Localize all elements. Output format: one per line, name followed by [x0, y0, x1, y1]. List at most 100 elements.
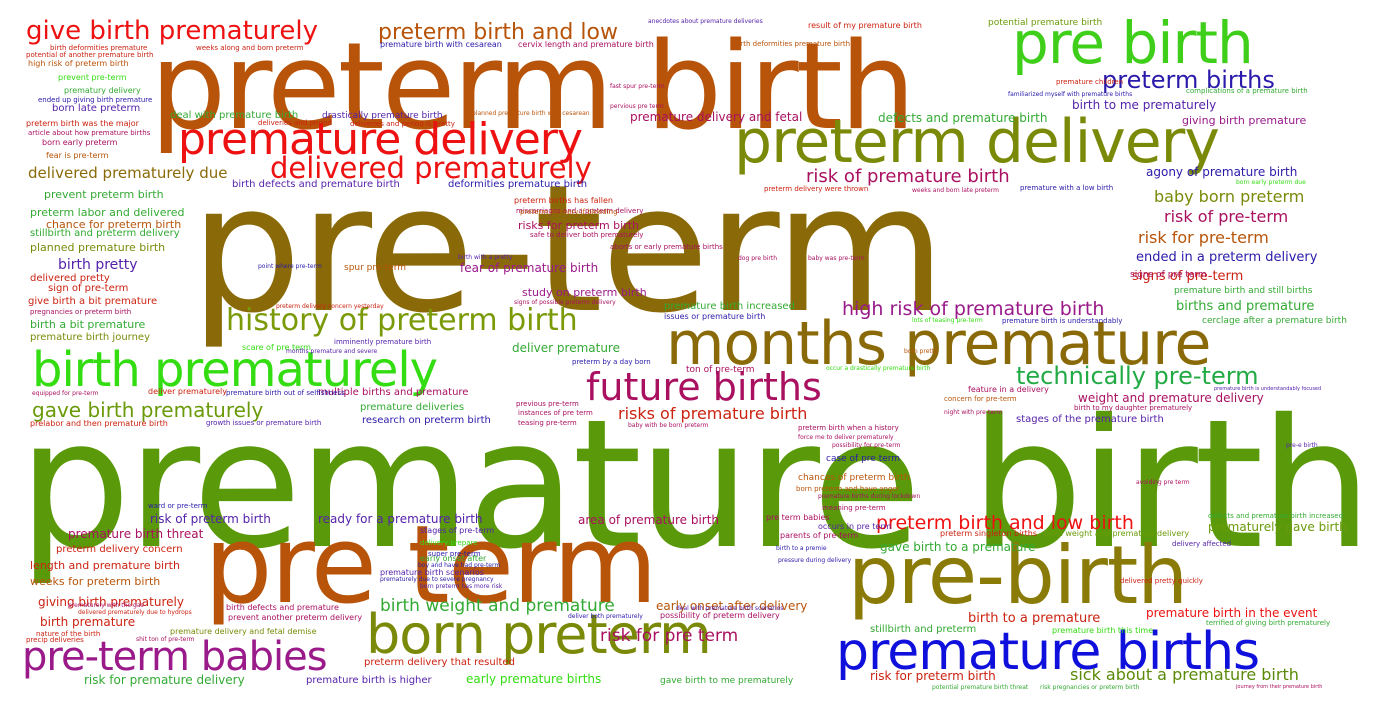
cloud-word: prevent preterm birth	[44, 188, 164, 201]
cloud-word: months premature and severe	[286, 348, 378, 355]
cloud-word: point where pre-term	[258, 263, 322, 270]
cloud-word: born preterm and have anger	[796, 485, 900, 493]
cloud-word: parents of pre-term	[780, 531, 859, 540]
cloud-word: births and premature	[1176, 299, 1315, 314]
cloud-word: pregnancies or preterm birth	[30, 308, 132, 316]
cloud-word: baby born preterm	[1154, 187, 1305, 206]
cloud-word: miscarriages and a preterm delivery	[516, 207, 644, 215]
cloud-word: ended in a preterm delivery	[1136, 250, 1318, 265]
cloud-word: born late preterm	[52, 103, 141, 114]
cloud-word: precip deliveries	[26, 636, 84, 644]
cloud-word: delivery affected	[1172, 540, 1232, 548]
cloud-word: baby with be born preterm	[628, 422, 709, 429]
cloud-word: signs of pre-term	[1132, 269, 1244, 284]
cloud-word: born early preterm due	[1236, 179, 1306, 186]
cloud-word: super pre-term	[428, 550, 481, 558]
cloud-word: prelabor and then premature birth	[30, 419, 168, 428]
cloud-word: premature birth	[18, 381, 1372, 588]
cloud-word: premature birth is understandably focuse…	[1214, 386, 1322, 392]
cloud-word: pre-term babies	[22, 634, 328, 680]
cloud-word: occur a drastically premature birth	[826, 365, 931, 372]
cloud-word: potential of another premature birth	[26, 51, 154, 59]
cloud-word: birth a bit premature	[30, 318, 146, 331]
cloud-word: stages of the premature birth	[1016, 414, 1164, 425]
cloud-word: birth premature	[40, 615, 136, 629]
cloud-word: premature birth in the event	[1146, 606, 1318, 620]
cloud-word: prematurely due to severe pregnancy	[380, 576, 494, 583]
cloud-word: birth deformities premature birth	[734, 40, 851, 48]
cloud-word: feature in a delivery	[968, 385, 1049, 394]
cloud-word: result of my premature birth	[808, 21, 922, 30]
cloud-word: issues or premature birth	[664, 312, 766, 321]
cloud-word: premature births	[836, 622, 1260, 682]
cloud-word: previous pre-term	[516, 400, 579, 408]
cloud-word: lots of teasing pre-term	[912, 317, 983, 324]
cloud-word: premature birth this time	[1052, 626, 1154, 635]
cloud-word: cerclage after a premature birth	[1202, 316, 1347, 326]
cloud-word: technically pre-term	[1016, 362, 1259, 390]
cloud-word: premature birth is understandably	[1002, 317, 1123, 325]
cloud-word: safe to deliver both prematurely	[530, 231, 644, 239]
cloud-word: complications of a premature birth	[1186, 87, 1308, 95]
cloud-word: signs of pre term	[1130, 270, 1207, 280]
cloud-word: area of premature birth	[578, 513, 720, 527]
cloud-word: baby was pre-term	[808, 255, 865, 262]
cloud-word: pre-e birth	[1286, 442, 1318, 449]
cloud-word: gave birth to me prematurely	[660, 676, 794, 686]
cloud-word: fear of premature birth	[460, 261, 599, 275]
cloud-word: birth to my daughter prematurely	[1074, 404, 1193, 412]
cloud-word: preterm births	[1102, 66, 1275, 94]
cloud-word: birth to a premature	[968, 611, 1101, 626]
cloud-word: scare of pre term	[242, 343, 311, 352]
cloud-word: preterm birth when a history	[798, 424, 899, 432]
cloud-word: risk of premature birth	[806, 166, 1010, 187]
cloud-word: spur pre-term	[344, 263, 407, 273]
cloud-word: born preterm has more risk	[420, 583, 503, 590]
cloud-word: preterm birth and low birth	[876, 512, 1134, 534]
cloud-word: birth defects and premature	[226, 603, 339, 612]
cloud-word: months premature	[666, 309, 1211, 379]
cloud-word: premature birth increased	[664, 301, 795, 312]
cloud-word: pre term babies	[766, 513, 830, 522]
cloud-word: case of pre term	[826, 454, 901, 464]
cloud-word: weeks and born late preterm	[912, 187, 999, 194]
cloud-word: premature birth and still births	[1174, 286, 1313, 296]
cloud-word: ended up giving birth premature	[38, 96, 153, 104]
cloud-word: risk of preterm birth	[150, 512, 271, 526]
cloud-word: deformities premature birth	[448, 179, 588, 190]
cloud-word: pre-birth	[848, 529, 1188, 622]
cloud-word: birth weight and premature delivery	[1044, 529, 1190, 538]
cloud-word: imminently premature birth	[334, 338, 432, 346]
cloud-word: fast spur pre-term	[610, 83, 665, 90]
cloud-word: ton of pre-term	[686, 365, 755, 375]
cloud-word: born preterm	[366, 603, 712, 666]
cloud-word: delivered prematurely due	[28, 164, 228, 182]
cloud-word: defects and premature birth	[878, 111, 1048, 125]
cloud-word: sick about a premature birth	[1070, 665, 1299, 684]
cloud-word: force me to deliver prematurely	[798, 434, 894, 441]
cloud-word: planned premature birth	[30, 241, 166, 254]
cloud-word: birth with a pretty	[458, 254, 513, 261]
cloud-word: birth pretty	[58, 257, 138, 273]
cloud-word: future births	[586, 365, 822, 409]
cloud-word: risk for pre term	[600, 626, 739, 646]
cloud-word: early onset after delivery	[656, 599, 808, 613]
cloud-word: high risk of preterm birth	[28, 59, 129, 68]
cloud-word: stillbirth and preterm delivery	[30, 228, 180, 239]
cloud-word: delivered prematurely due to hydrops	[78, 609, 192, 616]
cloud-word: pressure during delivery	[778, 557, 852, 564]
cloud-word: ready for a premature birth	[318, 512, 483, 526]
cloud-word: giving birth premature	[1182, 114, 1307, 127]
cloud-word: birth to me prematurely	[1072, 98, 1217, 112]
cloud-word: preterm birth	[150, 18, 916, 157]
cloud-word: premature delivery and fetal demise	[170, 627, 317, 636]
cloud-word: birth defects and premature birth	[232, 179, 400, 190]
cloud-word: meaning pre-term	[822, 504, 886, 512]
cloud-word: possibility for pre-term	[832, 442, 901, 449]
cloud-word: weeks along and born preterm	[196, 44, 304, 52]
cloud-word: prematury delivery	[64, 86, 141, 95]
cloud-word: premature with a low birth	[1020, 184, 1114, 192]
cloud-word: preterm by a day born	[572, 358, 651, 366]
cloud-word: preterm births has fallen	[514, 196, 614, 205]
